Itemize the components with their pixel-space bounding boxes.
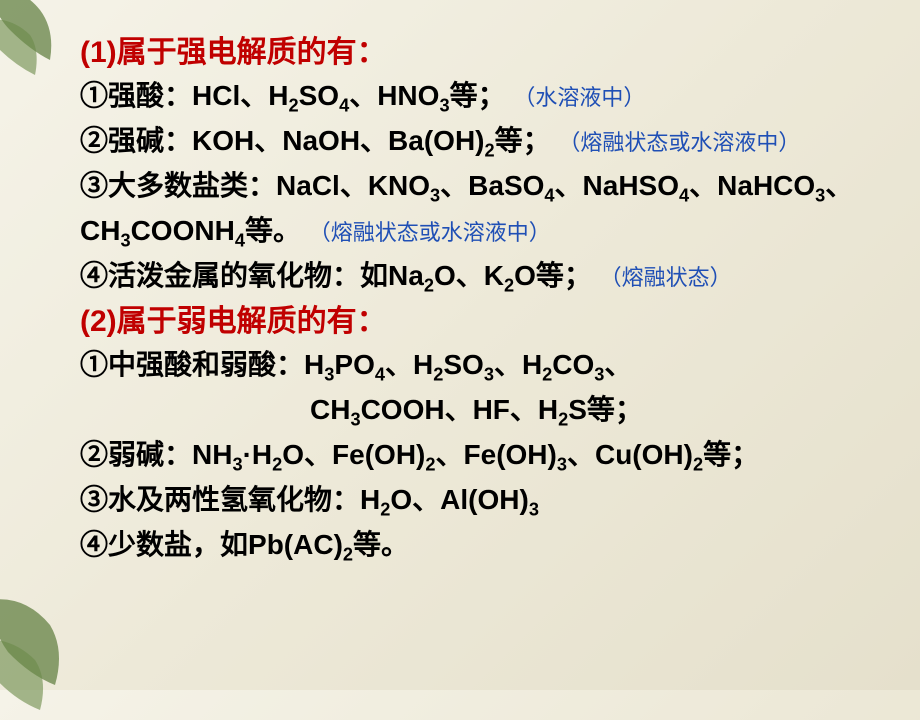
- item-num: ①: [80, 349, 108, 380]
- item-note: （熔融状态）: [600, 265, 732, 290]
- item-body: 如Pb(AC)2等。: [220, 529, 409, 560]
- item-body: H2O、Al(OH)3: [360, 484, 539, 515]
- s2-item1-cont: CH3COOH、HF、H2S等；: [80, 389, 860, 434]
- item-num: ②: [80, 439, 108, 470]
- s2-item4: ④少数盐，如Pb(AC)2等。: [80, 524, 860, 569]
- item-body: KOH、NaOH、Ba(OH)2等；: [192, 125, 551, 156]
- item-body2: CH3COOH、HF、H2S等；: [310, 394, 643, 425]
- item-label: 弱碱：: [108, 439, 192, 470]
- item-body: HCl、H2SO4、HNO3等；: [192, 80, 506, 111]
- leaf-decoration-top: [0, 0, 90, 100]
- item-num: ④: [80, 529, 108, 560]
- item-label: 大多数盐类：: [108, 170, 276, 201]
- leaf-decoration-bottom: [0, 580, 100, 720]
- item-label: 活泼金属的氧化物：: [108, 260, 360, 291]
- s1-item1: ①强酸：HCl、H2SO4、HNO3等； （水溶液中）: [80, 75, 860, 120]
- s2-item3: ③水及两性氢氧化物：H2O、Al(OH)3: [80, 479, 860, 524]
- slide-content: (1)属于强电解质的有： ①强酸：HCl、H2SO4、HNO3等； （水溶液中）…: [80, 30, 860, 569]
- item-label: 中强酸和弱酸：: [108, 349, 304, 380]
- item-label: 强碱：: [108, 125, 192, 156]
- item-num: ④: [80, 260, 108, 291]
- item-note: （熔融状态或水溶液中）: [309, 220, 551, 245]
- item-num: ②: [80, 125, 108, 156]
- item-note: （熔融状态或水溶液中）: [558, 130, 800, 155]
- section1-title: (1)属于强电解质的有：: [80, 30, 860, 75]
- item-body: NH3·H2O、Fe(OH)2、Fe(OH)3、Cu(OH)2等；: [192, 439, 759, 470]
- item-num: ①: [80, 80, 108, 111]
- s1-item3: ③大多数盐类：NaCl、KNO3、BaSO4、NaHSO4、NaHCO3、CH3…: [80, 165, 860, 255]
- section2-title: (2)属于弱电解质的有：: [80, 299, 860, 344]
- s2-item1: ①中强酸和弱酸：H3PO4、H2SO3、H2CO3、: [80, 344, 860, 389]
- s1-item4: ④活泼金属的氧化物：如Na2O、K2O等； （熔融状态）: [80, 255, 860, 300]
- item-label: 强酸：: [108, 80, 192, 111]
- item-num: ③: [80, 170, 108, 201]
- item-body: 如Na2O、K2O等；: [360, 260, 592, 291]
- item-label: 少数盐，: [108, 529, 220, 560]
- s1-item2: ②强碱：KOH、NaOH、Ba(OH)2等； （熔融状态或水溶液中）: [80, 120, 860, 165]
- item-body: H3PO4、H2SO3、H2CO3、: [304, 349, 632, 380]
- item-num: ③: [80, 484, 108, 515]
- s2-item2: ②弱碱：NH3·H2O、Fe(OH)2、Fe(OH)3、Cu(OH)2等；: [80, 434, 860, 479]
- item-note: （水溶液中）: [513, 85, 645, 110]
- item-label: 水及两性氢氧化物：: [108, 484, 360, 515]
